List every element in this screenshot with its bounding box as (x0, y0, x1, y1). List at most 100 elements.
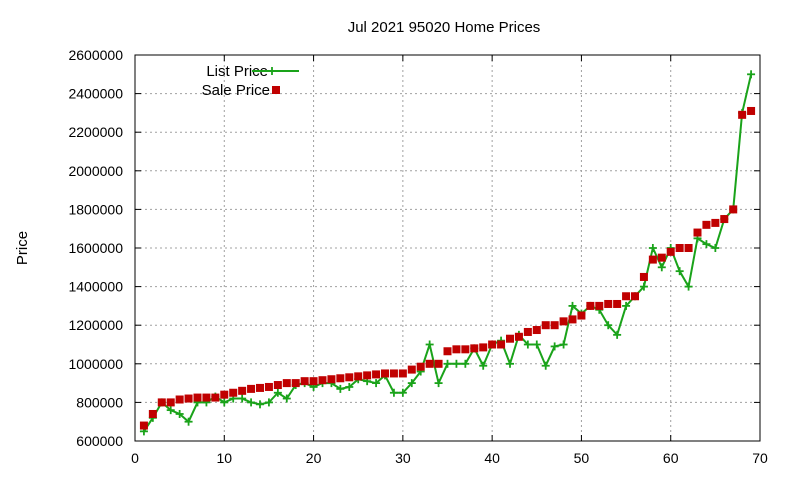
sale-price-point (282, 379, 291, 388)
sale-price-point (300, 377, 309, 386)
sale-price-point (729, 205, 738, 214)
sale-price-point (184, 394, 193, 403)
y-tick-label: 1800000 (68, 201, 123, 217)
y-tick-label: 1200000 (68, 317, 123, 333)
list-price-point (532, 340, 541, 349)
x-tick-label: 0 (131, 450, 139, 466)
sale-price-point (336, 374, 345, 383)
list-price-point (372, 379, 381, 388)
sale-price-point (684, 244, 693, 252)
sale-price-point (309, 377, 318, 386)
sale-price-point (443, 347, 452, 356)
list-price-point (256, 400, 264, 409)
sale-price-point (639, 272, 648, 281)
y-tick-label: 2400000 (68, 86, 123, 102)
sale-price-point (238, 386, 247, 395)
y-tick-label: 2000000 (68, 163, 123, 179)
list-price-point (613, 330, 622, 339)
sale-price-point (666, 247, 675, 256)
list-price-point (389, 388, 398, 397)
sale-price-point (541, 321, 550, 330)
sale-price-point (354, 372, 363, 381)
sale-price-point (264, 382, 273, 391)
list-price-point (684, 282, 693, 291)
sale-price-point (247, 384, 256, 393)
sale-price-point (202, 393, 211, 402)
list-price-point (264, 398, 273, 407)
list-price-point (461, 359, 470, 368)
list-price-point (247, 398, 256, 407)
list-price-point (657, 263, 666, 272)
x-tick-label: 70 (752, 450, 768, 466)
sale-price-point (416, 362, 425, 371)
data-series (139, 70, 756, 436)
x-tick-label: 20 (306, 450, 322, 466)
sale-price-point (488, 340, 497, 349)
sale-price-point (291, 379, 300, 388)
list-price-point (506, 359, 514, 368)
list-price-point (345, 382, 354, 391)
sale-price-point (497, 340, 506, 349)
list-price-point (425, 340, 434, 349)
sale-price-point (372, 370, 381, 379)
sale-price-point (220, 390, 229, 399)
y-tick-label: 1600000 (68, 240, 123, 256)
list-price-point (184, 417, 193, 426)
sale-price-point (720, 215, 729, 224)
sale-price-point (657, 253, 666, 262)
sale-price-point (586, 301, 595, 310)
sale-price-point (425, 359, 434, 368)
x-tick-label: 10 (216, 450, 232, 466)
y-axis-label: Price (14, 231, 31, 265)
x-tick-label: 60 (663, 450, 679, 466)
legend-label-sale-price: Sale Price (202, 82, 270, 99)
sale-price-point (738, 110, 747, 119)
list-price-point (336, 384, 345, 393)
x-tick-label: 40 (484, 450, 500, 466)
sale-price-point (461, 345, 470, 354)
sale-price-point (398, 369, 407, 378)
sale-price-point (318, 376, 327, 385)
sale-price-point (604, 299, 613, 308)
y-tick-label: 2200000 (68, 124, 123, 140)
list-price-point (541, 361, 550, 370)
sale-price-point (273, 381, 282, 390)
sale-price-point (595, 301, 604, 310)
sale-price-point (711, 218, 720, 227)
sale-price-point (631, 292, 639, 301)
sale-price-point (648, 255, 657, 264)
sale-price-point (327, 375, 336, 384)
list-price-point (175, 409, 184, 418)
list-price-point (568, 301, 577, 310)
sale-price-point (568, 315, 577, 324)
sale-price-point (175, 395, 184, 404)
tick-labels: 0 10 20 30 40 50 60 70 600000 800000 1000000 120000… (68, 47, 768, 466)
sale-price-point (157, 398, 166, 407)
x-tick-label: 30 (395, 450, 411, 466)
sale-price-point (256, 383, 264, 392)
list-price-point (443, 359, 452, 368)
sale-price-point (514, 332, 523, 341)
y-tick-label: 600000 (76, 433, 123, 449)
y-tick-label: 2600000 (68, 47, 123, 63)
list-price-point (273, 388, 282, 397)
sale-price-point (702, 220, 711, 229)
list-price-point (282, 394, 291, 403)
y-tick-label: 1000000 (68, 356, 123, 372)
list-price-point (523, 340, 532, 349)
y-tick-label: 800000 (76, 394, 123, 410)
y-tick-label: 1400000 (68, 279, 123, 295)
chart-title: Jul 2021 95020 Home Prices (348, 19, 541, 36)
sale-price-point (559, 317, 568, 326)
list-price-point (747, 70, 756, 79)
sale-price-point (363, 371, 372, 380)
legend-marker-sale-price (272, 86, 280, 94)
list-price-point (479, 361, 488, 370)
list-price-point (648, 244, 657, 252)
list-price-point (604, 321, 613, 330)
grid-lines (135, 55, 760, 441)
sale-price-point (675, 244, 684, 252)
axes (134, 54, 761, 442)
sale-price-point (452, 345, 461, 354)
